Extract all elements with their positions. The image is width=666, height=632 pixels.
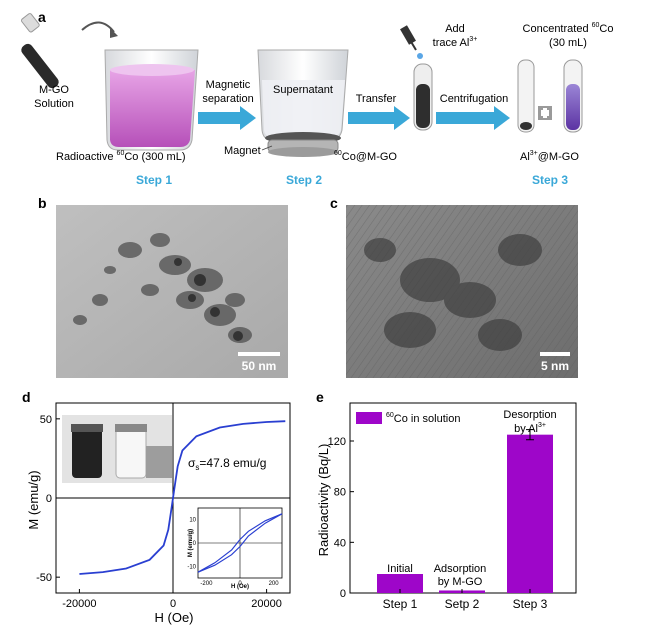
centrifugation-label: Centrifugation xyxy=(440,93,509,105)
step2-label: Step 2 xyxy=(286,173,322,187)
magnetic-label-line1: Magnetic xyxy=(206,79,251,91)
panel-label-e: e xyxy=(316,389,324,405)
scale-bar-c: 5 nm xyxy=(541,359,569,373)
concentrated-label-line1: Concentrated 60Co xyxy=(523,22,614,35)
e-ytick-label-1: 40 xyxy=(334,537,346,549)
bar-label-adsorption-1: Adsorption xyxy=(434,563,487,575)
magnet-icon xyxy=(146,446,172,478)
al-mgo-label: Al3+@M-GO xyxy=(520,150,579,163)
bar-step-3 xyxy=(507,434,553,593)
step1-label: Step 1 xyxy=(136,173,172,187)
concentrated-label-line2: (30 mL) xyxy=(549,37,587,49)
saturation-label: σs=47.8 emu/g xyxy=(188,456,266,472)
add-label-line1: Add xyxy=(445,23,465,35)
d-ytick-label-1: 0 xyxy=(46,493,52,505)
d-inset-xtick-label-2: 200 xyxy=(269,581,280,587)
e-ylabel: Radioactivity (Bq/L) xyxy=(316,444,331,557)
d-xlabel: H (Oe) xyxy=(155,610,194,625)
mgo-tube-illustration xyxy=(20,13,118,89)
co-mgo-label: 60Co@M-GO xyxy=(334,150,397,163)
panel-label-b: b xyxy=(38,195,47,211)
mgo-label-line2: Solution xyxy=(34,98,74,110)
hysteresis-chart: -20000 0 20000 -50 0 50 -200 0 200 -10 0 10 xyxy=(36,402,291,610)
arrow-magnetic-icon xyxy=(198,106,256,130)
d-ytick-label-2: 50 xyxy=(40,414,52,426)
vials-photo-inset xyxy=(62,415,172,483)
beaker-radioactive-illustration xyxy=(104,49,199,151)
arrow-transfer-icon xyxy=(348,106,410,130)
e-ytick-label-2: 80 xyxy=(334,487,346,499)
d-inset-ytick-label-2: 10 xyxy=(189,518,196,524)
bar-label-desorption-1: Desorption xyxy=(503,409,556,421)
panel-label-c: c xyxy=(330,195,338,211)
transfer-label: Transfer xyxy=(356,93,397,105)
d-inset-xlabel: H (Oe) xyxy=(231,584,249,590)
hrtem-image-c xyxy=(346,205,578,378)
final-tubes-illustration xyxy=(517,59,583,133)
hysteresis-curve xyxy=(79,420,286,575)
legend-swatch xyxy=(356,412,382,424)
step3-label: Step 3 xyxy=(532,173,568,187)
e-xtick-label-0: Step 1 xyxy=(383,597,418,611)
d-xtick-label-1: 0 xyxy=(170,598,176,610)
d-inset-xtick-label-0: -200 xyxy=(200,581,213,587)
legend-label: 60Co in solution xyxy=(386,412,460,425)
radioactive-label: Radioactive 60Co (300 mL) xyxy=(56,150,185,163)
d-inset-ytick-label-1: 0 xyxy=(193,541,197,547)
magnetic-label-line2: separation xyxy=(202,93,253,105)
add-label-line2: trace Al3+ xyxy=(433,36,478,49)
d-ylabel: M (emu/g) xyxy=(26,470,41,529)
panel-label-d: d xyxy=(22,389,31,405)
e-xtick-label-2: Step 3 xyxy=(513,597,548,611)
bar-label-adsorption-2: by M-GO xyxy=(438,576,483,588)
panel-label-a: a xyxy=(38,9,46,25)
magnet-label: Magnet xyxy=(224,145,261,157)
d-ytick-label-0: -50 xyxy=(36,572,52,584)
d-xtick-label-2: 20000 xyxy=(251,598,282,610)
hysteresis-inset-ascending xyxy=(197,513,283,573)
supernatant-label: Supernatant xyxy=(273,84,333,96)
e-ytick-label-0: 0 xyxy=(340,588,346,600)
beaker-supernatant-illustration xyxy=(257,49,349,157)
centrifuge-tube-illustration xyxy=(400,25,433,131)
d-inset-ytick-label-0: -10 xyxy=(187,564,196,570)
arrow-centrifugation-icon xyxy=(436,106,510,130)
pour-arrow-icon xyxy=(81,21,115,33)
e-ytick-label-3: 120 xyxy=(328,436,346,448)
bar-label-desorption-2: by Al3+ xyxy=(514,422,546,435)
tem-image-b xyxy=(56,205,288,378)
radioactivity-bar-chart: 0 40 80 120 Step 1 Setp 2 Step 3 xyxy=(328,402,577,611)
mgo-label-line1: M-GO xyxy=(39,84,69,96)
hysteresis-inset-descending xyxy=(197,513,283,573)
bar-step-1 xyxy=(377,574,423,593)
bar-label-initial: Initial xyxy=(387,563,413,575)
e-xtick-label-1: Setp 2 xyxy=(445,597,480,611)
scale-bar-b: 50 nm xyxy=(242,359,277,373)
d-inset-ylabel: M (emu/g) xyxy=(188,529,194,557)
d-inset-xtick-label-1: 0 xyxy=(238,581,242,587)
d-xtick-label-0: -20000 xyxy=(62,598,96,610)
